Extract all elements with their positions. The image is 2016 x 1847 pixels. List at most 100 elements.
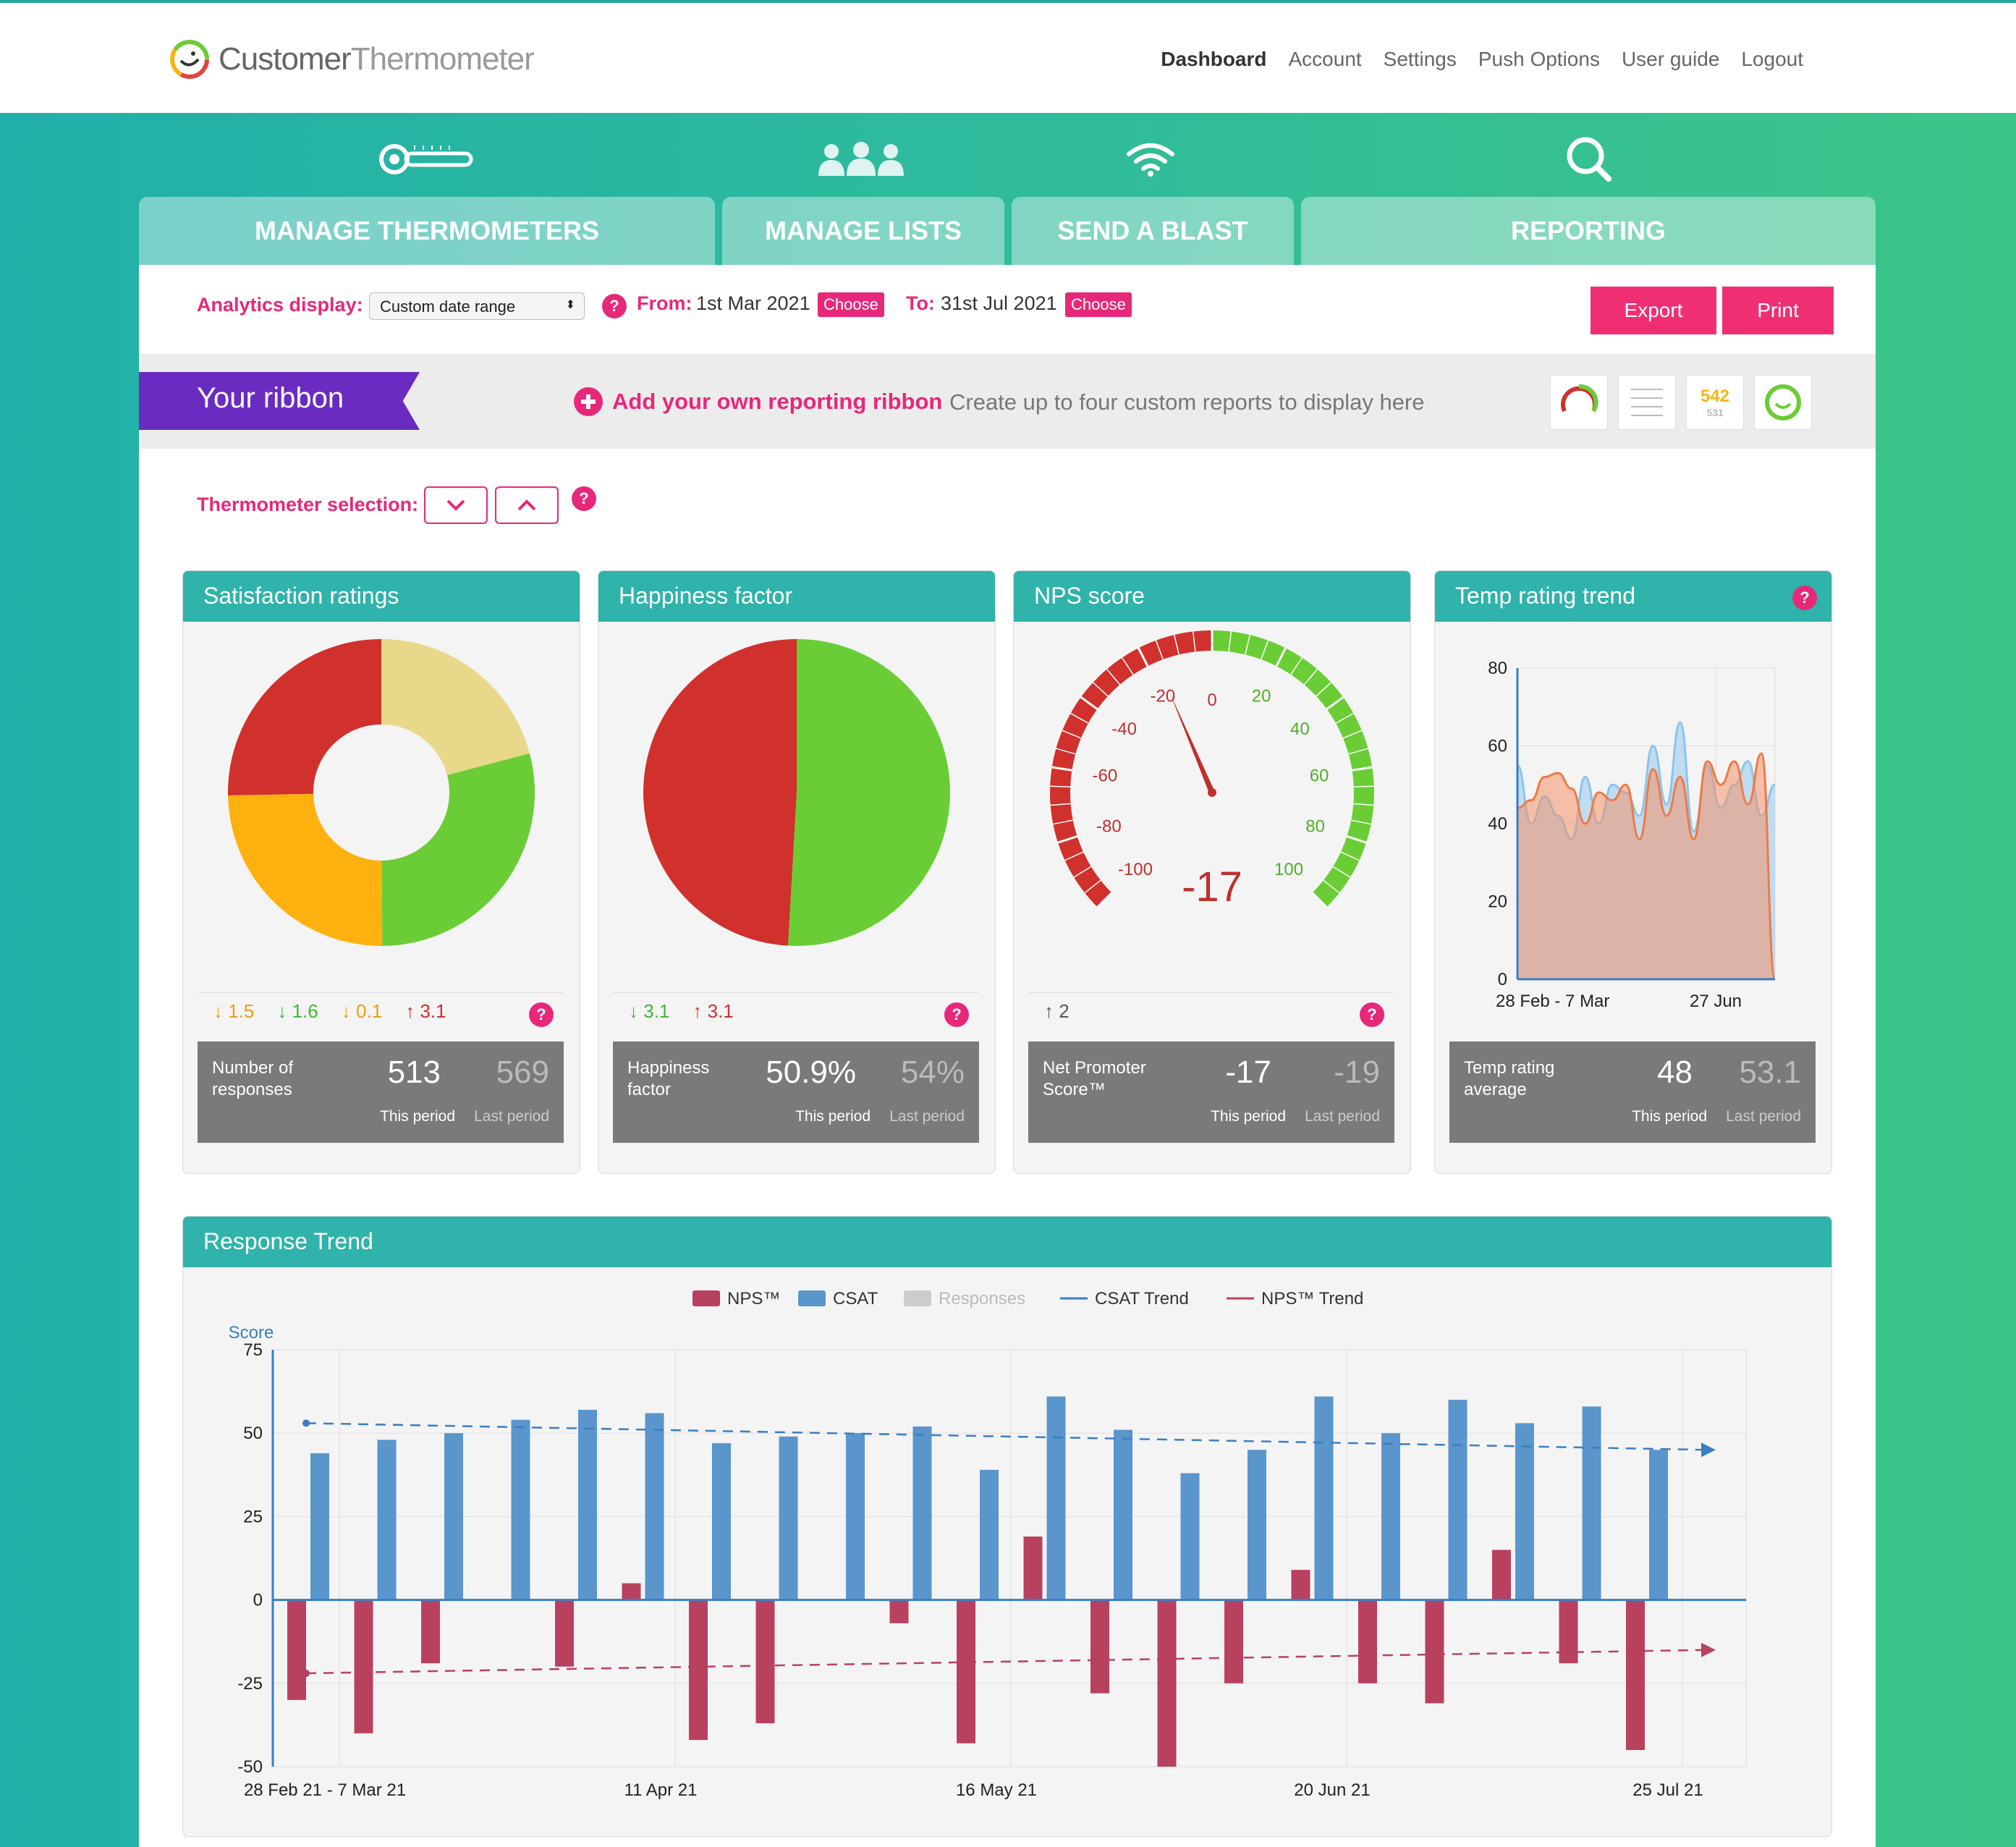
delta-1: ↓ 1.5 xyxy=(213,1000,255,1022)
csat-bar xyxy=(1515,1423,1534,1600)
gauge-minor-tick xyxy=(1340,851,1360,861)
gauge-minor-tick xyxy=(1352,766,1373,772)
this-period-value: 513 xyxy=(387,1054,441,1090)
print-button[interactable]: Print xyxy=(1722,287,1834,334)
nav-settings[interactable]: Settings xyxy=(1383,48,1457,70)
analytics-display-select[interactable]: Custom date range ⬍ xyxy=(369,292,585,320)
delta-2: ↑ 3.1 xyxy=(693,1000,734,1022)
expand-selection-button[interactable] xyxy=(495,486,559,524)
nps-bar xyxy=(1425,1599,1444,1704)
gauge-minor-tick xyxy=(1353,803,1374,806)
gauge-tick-label: -60 xyxy=(1093,766,1118,786)
gauge-tick-label: 40 xyxy=(1290,719,1310,739)
export-button[interactable]: Export xyxy=(1591,287,1716,334)
this-period-value: 48 xyxy=(1657,1054,1693,1090)
nps-bar xyxy=(957,1599,975,1744)
stat-name: Happiness factor xyxy=(627,1058,710,1099)
trend-start-dot xyxy=(302,1669,310,1677)
delta-1: ↓ 3.1 xyxy=(629,1000,670,1022)
tab-manage-thermometers[interactable]: MANAGE THERMOMETERS xyxy=(139,197,715,265)
ribbon-thumb-values: 542 531 xyxy=(1686,375,1744,430)
stats-box: Net Promoter Score™ -17 -19 This period … xyxy=(1028,1041,1394,1143)
nps-trend-line xyxy=(305,1649,1706,1675)
nav-logout[interactable]: Logout xyxy=(1741,48,1803,70)
nav-user-guide[interactable]: User guide xyxy=(1621,48,1720,70)
delta-row: ↑ 2 xyxy=(1028,992,1394,1030)
last-period-value: 54% xyxy=(900,1054,965,1090)
nps-bar xyxy=(1358,1599,1377,1683)
area-line-2 xyxy=(1517,752,1776,981)
x-tick-label: 25 Jul 21 xyxy=(1632,1780,1703,1800)
gauge-minor-tick xyxy=(1050,803,1071,806)
gauge-tick-label: 60 xyxy=(1310,766,1329,786)
delta-4: ↑ 3.1 xyxy=(405,1000,446,1022)
nav-account[interactable]: Account xyxy=(1288,48,1362,70)
ribbon-thumb-smiley xyxy=(1754,375,1812,430)
top-nav-menu: Dashboard Account Settings Push Options … xyxy=(1161,48,1803,71)
to-date: 31st Jul 2021 xyxy=(941,292,1057,314)
nps-bar xyxy=(689,1599,708,1741)
help-icon[interactable]: ? xyxy=(572,486,596,511)
collapse-selection-button[interactable] xyxy=(424,486,488,524)
thermometer-icon[interactable] xyxy=(376,130,478,188)
tab-send-a-blast[interactable]: SEND A BLAST xyxy=(1012,197,1294,265)
nav-push-options[interactable]: Push Options xyxy=(1478,48,1600,70)
gauge-minor-tick xyxy=(1348,748,1368,755)
gauge-tick-label: -100 xyxy=(1118,860,1153,879)
nav-dashboard[interactable]: Dashboard xyxy=(1161,48,1267,70)
help-icon[interactable]: ? xyxy=(529,1002,554,1027)
this-period-label: This period xyxy=(380,1108,455,1125)
stats-box: Temp rating average 48 53.1 This period … xyxy=(1449,1041,1816,1143)
users-icon[interactable] xyxy=(810,130,912,188)
top-navigation-bar: CustomerThermometer Dashboard Account Se… xyxy=(0,0,2016,113)
happiness-factor-card: Happiness factor ↓ 3.1 ↑ 3.1 ? Happiness… xyxy=(598,570,996,1174)
x-tick-label: 20 Jun 21 xyxy=(1294,1780,1370,1800)
tab-manage-lists[interactable]: MANAGE LISTS xyxy=(722,197,1004,265)
plus-circle-icon xyxy=(574,387,603,416)
y-tick-label: 25 xyxy=(243,1507,263,1526)
brand-logo[interactable]: CustomerThermometer xyxy=(168,36,535,83)
delta-row: ↓ 3.1 ↑ 3.1 xyxy=(613,992,979,1030)
help-icon[interactable]: ? xyxy=(602,294,627,318)
csat-bar xyxy=(712,1443,731,1600)
card-title: Happiness factor xyxy=(598,571,995,622)
gauge-minor-tick xyxy=(1335,712,1354,724)
y-tick-label: 75 xyxy=(243,1340,263,1360)
search-icon[interactable] xyxy=(1538,130,1640,188)
happiness-pie-chart xyxy=(643,639,950,946)
gauge-needle xyxy=(1169,692,1215,794)
gauge-minor-tick xyxy=(1346,835,1367,844)
wifi-icon[interactable] xyxy=(1100,130,1201,188)
ribbon-bar: Your ribbon Add your own reporting ribbo… xyxy=(139,355,1876,449)
ribbon-thumb-table xyxy=(1618,375,1676,430)
donut-hole xyxy=(313,724,449,861)
logo-icon xyxy=(170,40,209,79)
nps-bar xyxy=(1224,1599,1243,1683)
gauge-minor-tick xyxy=(1332,866,1351,878)
help-icon[interactable]: ? xyxy=(944,1002,969,1027)
nps-bar xyxy=(1492,1550,1511,1600)
nps-gauge-chart: -100 -80 -60 -40 -20 0 20 40 60 80 100 -17 xyxy=(1050,630,1374,910)
gauge-minor-tick xyxy=(1316,682,1331,697)
trend-arrow-icon xyxy=(1701,1642,1716,1657)
gauge-minor-tick xyxy=(1084,879,1101,894)
pie-slice-2 xyxy=(643,639,797,946)
csat-bar xyxy=(1381,1433,1400,1600)
help-icon[interactable]: ? xyxy=(1792,586,1817,610)
y-tick-label: 60 xyxy=(1488,737,1507,756)
temp-rating-trend-card: Temp rating trend? 0 20 40 60 80 28 Feb - 7 M… xyxy=(1434,570,1832,1174)
to-choose-button[interactable]: Choose xyxy=(1065,292,1132,317)
tab-reporting[interactable]: REPORTING xyxy=(1301,197,1876,265)
csat-bar xyxy=(1448,1400,1467,1600)
add-ribbon-link[interactable]: Add your own reporting ribbon xyxy=(573,386,942,417)
y-axis-title: Score xyxy=(229,1323,274,1343)
help-icon[interactable]: ? xyxy=(1360,1002,1384,1027)
legend-swatch xyxy=(904,1290,931,1306)
gauge-minor-tick xyxy=(1062,730,1082,739)
ribbon-thumb-gauge xyxy=(1550,375,1608,430)
from-choose-button[interactable]: Choose xyxy=(818,292,884,317)
gauge-minor-tick xyxy=(1275,647,1287,667)
legend-label: Responses xyxy=(939,1289,1025,1309)
gauge-minor-tick xyxy=(1057,835,1078,844)
csat-bar xyxy=(444,1433,463,1600)
